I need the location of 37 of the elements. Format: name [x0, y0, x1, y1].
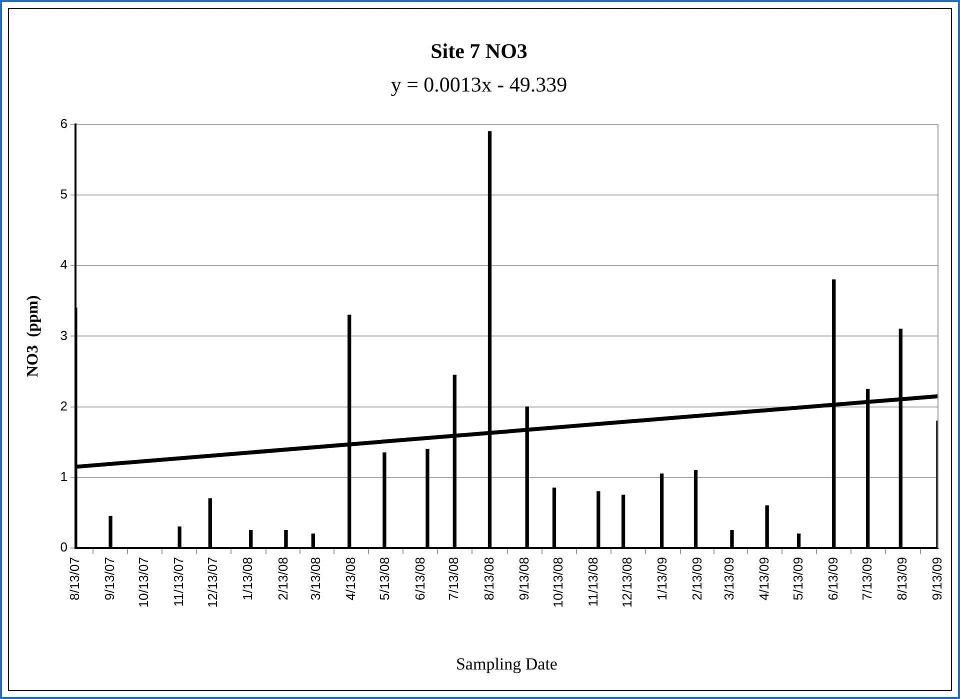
x-tick-label: 6/13/08: [412, 556, 428, 600]
x-tick-label: 3/13/08: [308, 556, 324, 600]
x-tick-label: 8/13/08: [481, 556, 496, 600]
x-tick-label: 3/13/09: [721, 556, 736, 600]
chart-subtitle: y = 0.0013x - 49.339: [390, 72, 568, 96]
x-tick-label: 10/13/07: [136, 556, 152, 608]
chart-title: Site 7 NO3: [430, 39, 528, 64]
x-tick-label: 9/13/07: [102, 556, 118, 600]
x-tick-label: 12/13/07: [205, 556, 220, 608]
x-tick-label: 11/13/08: [585, 556, 600, 607]
y-tick-label: 4: [60, 257, 68, 272]
y-axis-title: NO3 (ppm): [24, 295, 42, 378]
x-tick-label: 9/13/09: [930, 556, 945, 600]
x-axis-title: Sampling Date: [456, 654, 558, 674]
x-tick-label: 1/13/09: [654, 556, 670, 600]
y-tick-label: 2: [60, 398, 68, 414]
x-tick-label: 5/13/09: [790, 556, 806, 600]
x-tick-label: 7/13/09: [859, 556, 874, 600]
x-tick-label: 1/13/08: [240, 556, 256, 600]
x-tick-label: 12/13/08: [619, 556, 634, 608]
x-tick-label: 7/13/08: [446, 556, 462, 600]
x-tick-label: 2/13/08: [275, 556, 290, 600]
x-tick-label: 5/13/08: [377, 556, 392, 600]
x-tick-label: 4/13/09: [756, 556, 772, 600]
x-tick-label: 8/13/07: [67, 556, 82, 600]
x-tick-label: 10/13/08: [550, 556, 566, 608]
y-tick-label: 1: [60, 468, 68, 484]
x-tick-label: 9/13/08: [516, 556, 532, 600]
x-tick-label: 4/13/08: [343, 556, 358, 600]
x-tick-label: 11/13/07: [171, 556, 186, 607]
y-tick-label: 5: [60, 186, 68, 202]
x-tick-label: 8/13/09: [894, 556, 910, 600]
x-tick-label: 6/13/09: [825, 556, 840, 600]
y-tick-label: 0: [60, 540, 68, 555]
x-tick-label: 2/13/09: [690, 556, 705, 600]
y-tick-label: 6: [60, 116, 68, 131]
y-tick-label: 3: [60, 328, 68, 343]
